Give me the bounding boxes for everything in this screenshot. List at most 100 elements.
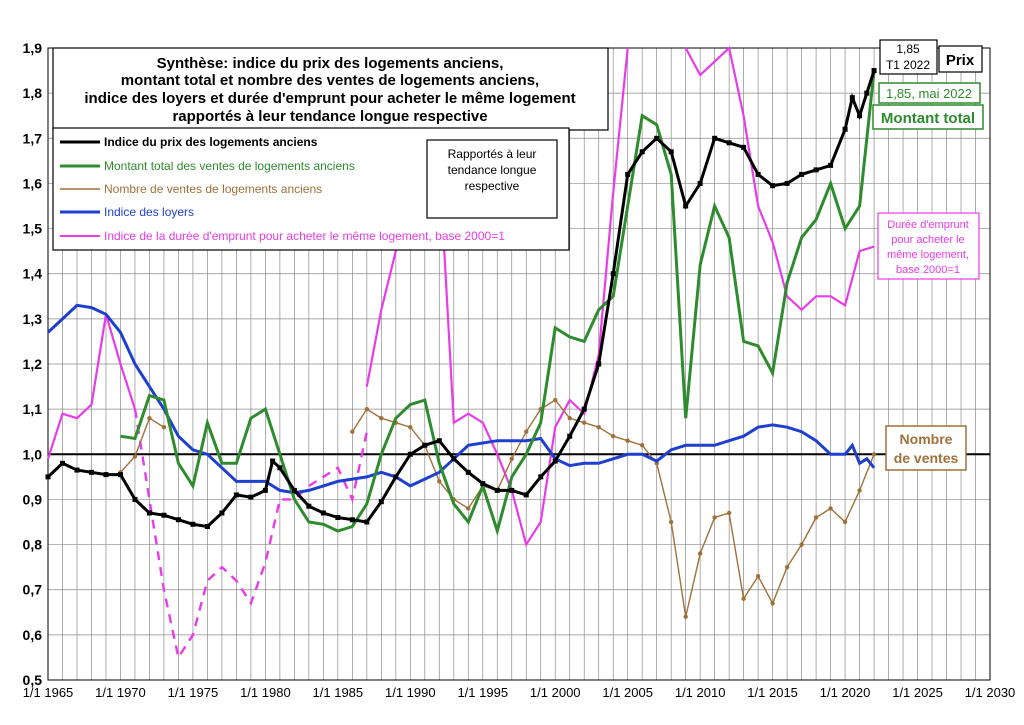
series-nombre-point	[509, 456, 514, 461]
series-prix-point	[88, 469, 94, 475]
series-nombre-point	[683, 614, 688, 619]
series-prix-point	[204, 524, 210, 530]
series-nombre-point	[784, 564, 790, 570]
series-prix-point	[59, 460, 65, 466]
x-tick-label: 1/1 2010	[675, 685, 726, 700]
series-nombre-point	[408, 425, 413, 430]
series-prix-point	[233, 492, 239, 498]
duree-label-3: même logement,	[887, 249, 969, 261]
series-prix-point	[262, 487, 268, 493]
series-prix-point	[378, 499, 384, 505]
x-tick-label: 1/1 1995	[457, 685, 508, 700]
series-nombre-point	[132, 454, 138, 459]
prix-label: Prix	[946, 52, 975, 69]
y-tick-label: 1,5	[23, 221, 43, 237]
y-tick-label: 1,6	[23, 175, 43, 191]
series-prix-point	[697, 180, 703, 186]
series-prix-point	[784, 180, 790, 186]
series-prix-point	[465, 469, 471, 475]
series-prix-point	[668, 149, 674, 155]
series-nombre-point	[842, 519, 848, 525]
series-nombre-point	[697, 551, 703, 556]
series-nombre-point	[871, 452, 877, 457]
x-tick-label: 1/1 2030	[965, 685, 1016, 700]
series-nombre-point	[350, 429, 355, 434]
y-tick-label: 1,0	[23, 446, 43, 462]
legend-entry-duree: Indice de la durée d'emprunt pour achete…	[104, 229, 505, 243]
series-nombre-point	[755, 573, 761, 579]
y-tick-label: 1,3	[23, 311, 43, 327]
series-prix-point	[132, 496, 138, 502]
series-prix-point	[813, 167, 819, 173]
y-tick-label: 0,6	[23, 627, 43, 643]
series-prix-point	[625, 171, 631, 177]
series-nombre-line	[119, 417, 165, 473]
x-tick-label: 1/1 2000	[530, 685, 581, 700]
series-prix-point	[828, 162, 834, 168]
series-prix-point	[117, 472, 123, 478]
series-nombre-point	[567, 415, 572, 421]
series-prix-point	[864, 90, 870, 96]
x-tick-label: 1/1 1990	[385, 685, 436, 700]
x-tick-label: 1/1 2020	[820, 685, 871, 700]
series-prix-point	[335, 514, 341, 520]
series-prix-point	[161, 512, 167, 518]
series-prix-point	[610, 271, 616, 277]
nombre-label-2: de ventes	[894, 450, 959, 466]
legend-note: Rapportés à leur tendance longue respect…	[447, 147, 537, 193]
chart-title-line-3: indice des loyers et durée d'emprunt pou…	[84, 90, 575, 107]
prix-value: 1,85	[896, 42, 920, 56]
x-tick-label: 1/1 1970	[95, 685, 146, 700]
series-nombre-point	[726, 510, 732, 516]
callout-duree: Durée d'emprunt pour acheter le même log…	[877, 212, 980, 280]
legend-entry-nombre: Nombre de ventes de logements anciens	[104, 182, 322, 196]
series-prix-point	[639, 149, 645, 155]
callout-prix: 1,85 T1 2022 Prix	[879, 39, 983, 75]
legend-entry-montant: Montant total des ventes de logements an…	[104, 159, 355, 173]
callout-montant: 1,85, mai 2022 Montant total	[872, 82, 984, 130]
duree-label-2: pour acheter le	[891, 234, 964, 246]
series-prix-point	[712, 135, 718, 141]
series-loyers-line	[46, 303, 876, 495]
y-tick-label: 0,9	[23, 491, 43, 507]
series-prix-point	[842, 126, 848, 132]
x-tick-label: 1/1 2015	[747, 685, 798, 700]
series-prix-point	[596, 361, 602, 367]
x-tick-label: 1/1 1980	[240, 685, 291, 700]
series-nombre-point	[668, 519, 674, 525]
legend-entry-loyers: Indice des loyers	[104, 205, 194, 219]
series-prix-point	[451, 456, 457, 462]
series-nombre-point	[379, 415, 384, 421]
series-prix-point	[248, 494, 254, 500]
chart-title-line-4: rapportés à leur tendance longue respect…	[172, 108, 487, 125]
series-prix-point	[219, 510, 225, 516]
series-nombre-point	[466, 506, 471, 511]
nombre-label-1: Nombre	[900, 431, 953, 447]
chart-title-line-1: Synthèse: indice du prix des logements a…	[157, 55, 504, 72]
x-tick-label: 1/1 2005	[602, 685, 653, 700]
series-nombre-point	[625, 438, 630, 443]
series-prix-point	[364, 519, 370, 525]
series-prix-point	[849, 95, 855, 101]
callout-nombre: Nombre de ventes	[885, 425, 967, 471]
series-prix-point	[567, 433, 573, 439]
series-prix-point	[190, 521, 196, 527]
series-prix-point	[407, 451, 413, 457]
series-prix-point	[509, 487, 515, 493]
series-nombre-point	[147, 415, 152, 421]
series-prix-point	[270, 458, 276, 464]
series-prix-point	[799, 171, 805, 177]
series-prix-point	[146, 510, 152, 516]
y-tick-label: 1,7	[23, 130, 43, 146]
series-prix-point	[654, 135, 660, 141]
series-prix-point	[436, 438, 442, 444]
series-prix-point	[726, 140, 732, 146]
series-prix-point	[552, 458, 558, 464]
montant-label: Montant total	[881, 110, 975, 127]
series-prix-point	[349, 517, 355, 523]
series-nombre-point	[741, 596, 746, 601]
legend: Indice du prix des logements anciens Mon…	[52, 127, 570, 251]
series-nombre-point	[364, 406, 370, 412]
series-nombre-point	[799, 542, 804, 547]
